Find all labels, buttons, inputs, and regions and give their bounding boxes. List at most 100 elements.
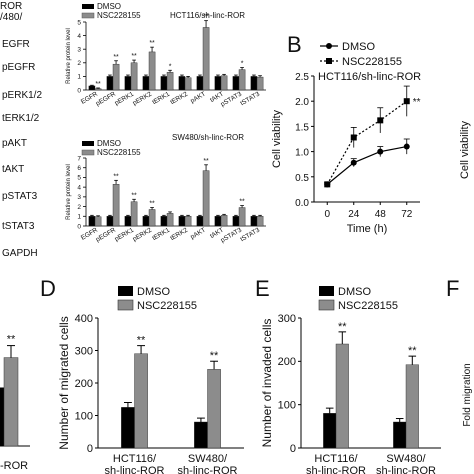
x-tick-label: HCT116/: [314, 453, 358, 465]
y-tick-label: 100: [75, 410, 93, 422]
legend-label-nsc: NSC228155: [97, 148, 141, 157]
x-tick-label: SW480/: [386, 453, 426, 465]
bar: [256, 76, 264, 91]
significance-mark: **: [131, 192, 137, 199]
panel-label-f: F: [446, 276, 459, 301]
x-tick-label: pSTAT3: [220, 90, 244, 108]
significance-mark: **: [203, 14, 209, 21]
bar: [393, 421, 407, 449]
bar: [121, 407, 135, 449]
bar: [256, 216, 264, 227]
y-tick-label: 0.5: [295, 173, 309, 184]
significance-mark: *: [241, 61, 244, 68]
legend-label-nsc: NSC228155: [342, 56, 402, 68]
protein-sw480-marks: ** ** ** ** **: [88, 158, 264, 227]
x-tick-label: pERK1: [114, 90, 136, 107]
series-line: [326, 100, 408, 185]
y-tick-label: 300: [278, 313, 296, 325]
bar: [112, 63, 120, 91]
bar: [160, 216, 168, 227]
bar: [232, 76, 240, 91]
western-blot-labels: ROR /480/ EGFR pEGFR pERK1/2 tERK1/2 pAKT tAK…: [0, 1, 42, 259]
viability-legend: DMSO NSC228155: [320, 41, 402, 68]
bar: [124, 216, 132, 227]
blot-band-label: pERK1/2: [2, 90, 42, 101]
bar: [142, 216, 150, 227]
left-partial-marks: ** -ROR: [0, 334, 30, 472]
protein-hct116-title: HCT116/sh-linc-ROR: [170, 11, 245, 20]
y-tick-label: 0: [290, 443, 296, 455]
significance-mark: **: [131, 53, 137, 60]
bar: [130, 62, 138, 91]
y-tick-label: 4: [77, 184, 81, 191]
x-tick-label: tERK1: [151, 226, 171, 242]
viability-marks: **: [324, 85, 421, 188]
data-point: [324, 181, 331, 188]
x-tick-label: HCT116/: [113, 453, 157, 465]
x-tick-label: tERK1: [151, 90, 171, 106]
bar: [134, 353, 148, 449]
legend-label-nsc: NSC228155: [338, 300, 398, 312]
x-tick-label: pERK2: [132, 226, 154, 243]
blot-band-label: pEGFR: [2, 62, 35, 73]
legend-swatch-dmso: [118, 286, 133, 296]
significance-mark: **: [149, 201, 155, 208]
x-tick-label: 48: [375, 209, 387, 220]
bar: [184, 216, 192, 227]
y-tick-label: 2.0: [295, 97, 309, 108]
legend-swatch-dmso: [82, 4, 94, 9]
significance-mark: **: [203, 158, 209, 165]
bar: [148, 209, 156, 227]
legend-label-dmso: DMSO: [137, 286, 170, 298]
significance-mark: **: [210, 350, 219, 362]
x-tick-label: SW480/: [188, 453, 228, 465]
x-tick-label: pERK1: [114, 226, 136, 243]
bar: [178, 216, 186, 227]
y-tick-label: 4: [77, 33, 81, 40]
x-tick-label: 72: [401, 209, 413, 220]
data-point: [377, 148, 384, 155]
data-point: [403, 143, 410, 150]
migration-chart: 0 100 200 300 400 Number of migrated cells HCT…: [57, 286, 244, 474]
bar: [207, 369, 221, 449]
legend-swatch-nsc: [318, 299, 335, 311]
bar: [124, 76, 132, 91]
bar: [323, 413, 337, 449]
x-tick-label: tERK2: [169, 90, 189, 106]
legend-marker-dmso: [326, 43, 332, 49]
x-tick-label: pAKT: [189, 91, 207, 105]
protein-hct116-marks: **** ********: [88, 14, 264, 91]
legend-label-nsc: NSC228155: [97, 11, 141, 20]
bar: [0, 387, 4, 446]
y-tick-label: 0: [77, 87, 81, 94]
bar: [194, 421, 208, 449]
significance-mark: **: [413, 97, 421, 108]
bar: [232, 216, 240, 227]
y-tick-label: 2.5: [295, 72, 309, 83]
y-tick-label: 0.0: [295, 198, 309, 209]
bar: [94, 88, 102, 91]
data-point: [350, 159, 357, 166]
x-tick-label: pERK2: [132, 90, 154, 107]
blot-header-top: ROR: [0, 1, 22, 12]
migration-legend: DMSO NSC228155: [117, 286, 197, 312]
significance-mark: **: [113, 173, 119, 180]
legend-label-dmso: DMSO: [97, 2, 121, 11]
bar: [166, 213, 174, 227]
left-partial-chart: ** -ROR: [0, 334, 30, 472]
protein-sw480-legend: DMSO NSC228155: [81, 139, 141, 157]
blot-band-label: tSTAT3: [2, 221, 35, 232]
right-panel-ylabel: Cell viability: [459, 120, 471, 179]
y-tick-label: 3: [77, 46, 81, 53]
bar: [148, 51, 156, 91]
x-tick-label: 24: [348, 209, 360, 220]
y-axis-label: Relative protein level: [66, 164, 72, 220]
y-axis-label: Cell viability: [271, 109, 283, 168]
x-tick-label: sh-linc-ROR: [306, 465, 366, 474]
y-tick-label: 200: [75, 378, 93, 390]
y-axis-label: Relative protein level: [66, 28, 72, 84]
bar: [130, 201, 138, 227]
